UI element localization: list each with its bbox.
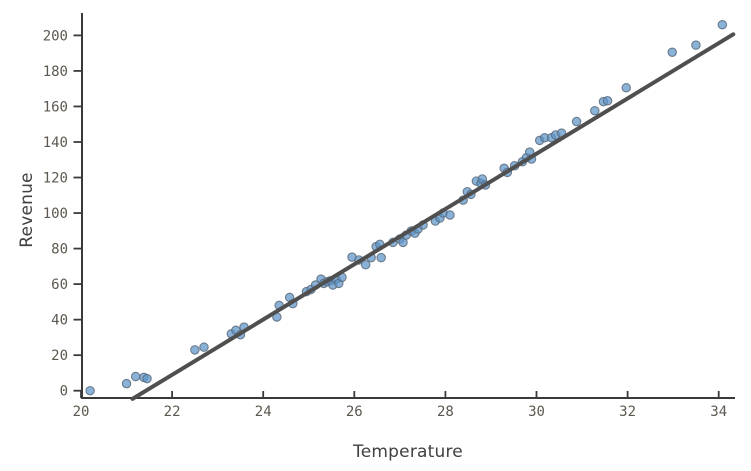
data-point [376,252,386,263]
y-tick-label: 180 [43,64,68,80]
data-point [717,19,728,30]
y-tick-label: 160 [43,99,68,115]
y-tick-label: 0 [60,384,68,400]
data-point [85,385,95,396]
x-tick-label: 20 [73,404,90,420]
x-axis-title: Temperature [353,442,463,462]
y-tick-label: 200 [43,28,68,44]
x-tick-label: 24 [255,404,272,420]
y-tick-label: 80 [51,242,68,258]
data-point [445,210,455,220]
data-point [667,47,677,58]
data-point [190,345,200,355]
data-point [571,116,582,127]
x-tick-label: 30 [528,404,545,420]
y-tick-label: 100 [43,206,68,222]
data-point [590,105,600,116]
y-tick-label: 40 [51,313,68,329]
data-point [360,259,371,270]
x-tick-label: 32 [619,404,636,420]
x-tick-label: 34 [710,404,727,420]
data-point [602,96,613,106]
x-tick-label: 22 [164,404,181,420]
y-axis-title: Revenue [17,172,37,248]
x-tick-label: 26 [346,404,363,420]
data-point [199,342,209,352]
x-tick-label: 28 [437,404,454,420]
data-point [130,371,141,382]
data-point [691,40,701,50]
data-point [142,373,152,384]
y-tick-label: 20 [51,348,68,364]
data-point [621,83,631,93]
y-tick-label: 120 [43,171,68,187]
regression-line [130,32,736,401]
data-point [121,378,132,389]
y-tick-label: 60 [51,277,68,293]
y-tick-label: 140 [43,135,68,151]
